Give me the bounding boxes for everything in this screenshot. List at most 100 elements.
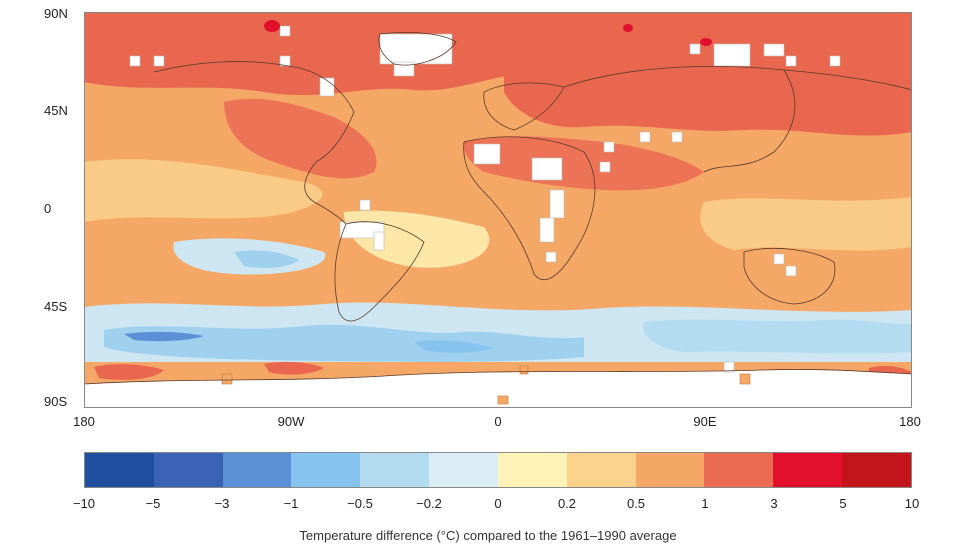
no-data-cell — [473, 143, 501, 165]
warm-spot — [700, 38, 712, 46]
color-scale-segment — [360, 453, 430, 487]
south-pacific-cool-core — [234, 250, 299, 268]
greenland-outline — [378, 32, 457, 66]
southern-ocean-strong-cool — [124, 331, 204, 342]
south-america-outline — [334, 221, 425, 322]
eurasia-warm-field — [504, 64, 912, 136]
north-america-warm-field — [224, 98, 377, 179]
antarctic-warm-spot-1 — [94, 364, 164, 380]
no-data-cell — [773, 253, 785, 265]
africa-outline — [463, 136, 596, 280]
lat-label-0: 0 — [44, 201, 52, 216]
coastlines — [84, 32, 912, 385]
isolated-cell — [497, 395, 509, 405]
lon-label-90w: 90W — [277, 414, 305, 429]
color-scale-segment — [497, 453, 567, 487]
no-data-cell — [373, 231, 385, 251]
warm-spot — [623, 24, 633, 32]
lon-label-90e: 90E — [693, 414, 717, 429]
indian-ocean-cool — [643, 319, 912, 354]
color-scale-segment — [85, 453, 154, 487]
pacific-light-warm-field — [700, 197, 912, 251]
legend-caption: Temperature difference (°C) compared to … — [299, 528, 677, 543]
color-scale-tick-label: 10 — [904, 496, 920, 511]
color-scale-segment — [773, 453, 843, 487]
southern-ocean-mid-cool — [104, 324, 584, 362]
lat-label-45n: 45N — [44, 103, 68, 118]
antarctic-warm-spot-2 — [264, 361, 324, 375]
antarctica-no-data — [84, 369, 912, 408]
no-data-cell — [379, 33, 453, 65]
isolated-cell — [519, 365, 529, 375]
no-data-cell — [153, 55, 165, 67]
color-scale-tick-label: −5 — [145, 496, 161, 511]
no-data-cell — [785, 55, 797, 67]
anomaly-fields — [84, 12, 912, 408]
temperature-anomaly-map — [84, 12, 912, 408]
strong-warm-spots — [264, 20, 712, 46]
color-scale-segment — [704, 453, 774, 487]
color-scale-tick-label: −0.2 — [416, 496, 442, 511]
asia-outline — [563, 66, 912, 173]
australia-outline — [743, 247, 836, 305]
isolated-cell — [221, 373, 233, 385]
no-data-cell — [639, 131, 651, 143]
no-data-cell — [129, 55, 141, 67]
color-scale-tick-label: −10 — [72, 496, 96, 511]
no-data-cells — [129, 25, 841, 373]
no-data-cell — [829, 55, 841, 67]
color-scale-segment — [429, 453, 498, 487]
no-data-cell — [671, 131, 683, 143]
africa-warm-field — [463, 136, 704, 191]
no-data-cell — [279, 55, 291, 67]
isolated-cells — [221, 365, 751, 405]
tropics-light-warm-field — [84, 159, 323, 222]
lat-label-90s: 90S — [44, 394, 68, 409]
no-data-cell — [599, 161, 611, 173]
southern-ocean-strong-cool-2 — [414, 340, 494, 353]
lat-label-45s: 45S — [44, 299, 68, 314]
southern-warm-band — [84, 262, 912, 312]
color-scale-tick-label: 3 — [770, 496, 778, 511]
no-data-cell — [279, 25, 291, 37]
no-data-cell — [723, 361, 735, 373]
lon-label-180-east: 180 — [899, 414, 921, 429]
no-data-cell — [393, 61, 415, 77]
lon-label-180-west: 180 — [73, 414, 95, 429]
color-scale-tick-label: 5 — [839, 496, 847, 511]
color-scale-segment — [635, 453, 705, 487]
antarctica-outline — [84, 369, 912, 385]
color-scale-tick-label: 1 — [701, 496, 709, 511]
no-data-cell — [785, 265, 797, 277]
color-scale-segment — [566, 453, 636, 487]
color-scale-tick-label: −0.5 — [347, 496, 373, 511]
isolated-cell — [739, 373, 751, 385]
color-scale-segment — [153, 453, 223, 487]
no-data-cell — [713, 43, 751, 67]
no-data-cell — [539, 217, 555, 243]
no-data-cell — [359, 199, 371, 211]
lat-label-90n: 90N — [44, 6, 68, 21]
color-scale-bar — [84, 452, 912, 488]
no-data-cell — [545, 251, 557, 263]
warm-spot — [264, 20, 280, 32]
no-data-cell — [689, 43, 701, 55]
europe-outline — [483, 82, 565, 131]
no-data-cell — [531, 157, 563, 181]
map-border — [84, 12, 912, 408]
color-scale-tick-label: −1 — [283, 496, 299, 511]
color-scale-tick-label: 0.2 — [557, 496, 577, 511]
color-scale-tick-label: 0 — [494, 496, 502, 511]
map-canvas — [84, 12, 912, 408]
no-data-cell — [603, 141, 615, 153]
color-scale-tick-label: 0.5 — [626, 496, 646, 511]
color-scale-segment — [291, 453, 361, 487]
lon-label-0: 0 — [494, 414, 502, 429]
no-data-cell — [319, 77, 335, 97]
no-data-cell — [549, 189, 565, 219]
north-america-outline — [153, 61, 355, 225]
no-data-cell — [763, 43, 785, 57]
color-scale-segment — [222, 453, 292, 487]
color-scale-tick-label: −3 — [214, 496, 230, 511]
color-scale-segment — [842, 453, 911, 487]
